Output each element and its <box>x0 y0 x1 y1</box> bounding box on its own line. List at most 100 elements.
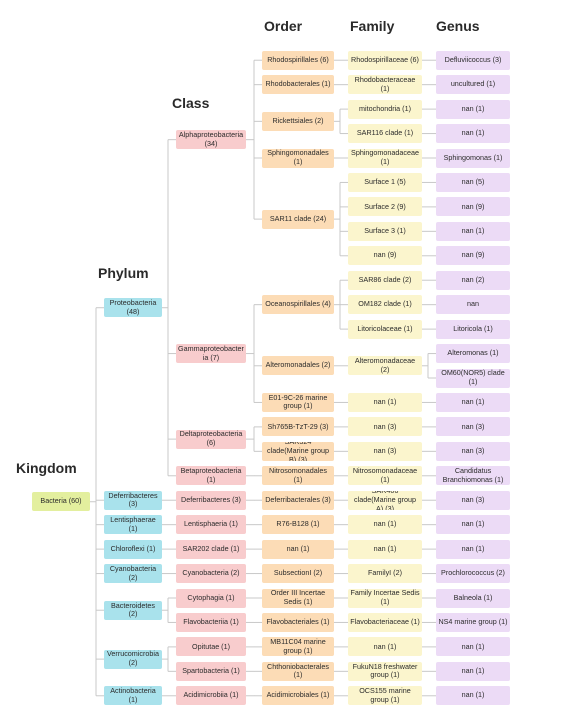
order-node-sar11-clade-24: SAR11 clade (24) <box>262 209 334 229</box>
class-node-cytophagia-1: Cytophagia (1) <box>176 588 246 608</box>
genus-node-balneola-1: Balneola (1) <box>436 588 510 608</box>
family-node-family-incertae-sedis-1: Family Incertae Sedis (1) <box>348 588 422 608</box>
order-node-order-iii-incertae-sedis-1: Order III Incertae Sedis (1) <box>262 588 334 608</box>
order-node-sh765b-tzt-29-3: Sh765B-TzT-29 (3) <box>262 417 334 437</box>
order-node-sphingomonadales-1: Sphingomonadales (1) <box>262 148 334 168</box>
family-node-alteromonadaceae-2: Alteromonadaceae (2) <box>348 356 422 376</box>
phylum-header: Phylum <box>98 265 149 281</box>
genus-node-sphingomonas-1: Sphingomonas (1) <box>436 148 510 168</box>
class-node-flavobacteriia-1: Flavobacteriia (1) <box>176 612 246 632</box>
class-node-gammaproteobacteria-7: Gammaproteobacteria (7) <box>176 344 246 364</box>
family-node-nan-1: nan (1) <box>348 539 422 559</box>
family-node-sphingomonadaceae-1: Sphingomonadaceae (1) <box>348 148 422 168</box>
order-node-alteromonadales-2: Alteromonadales (2) <box>262 356 334 376</box>
class-node-deltaproteobacteria-6: Deltaproteobacteria (6) <box>176 429 246 449</box>
genus-node-nan-1: nan (1) <box>436 99 510 119</box>
family-node-nan-1: nan (1) <box>348 515 422 535</box>
genus-node-nan-1: nan (1) <box>436 539 510 559</box>
order-node-rickettsiales-2: Rickettsiales (2) <box>262 111 334 131</box>
class-node-spartobacteria-1: Spartobacteria (1) <box>176 661 246 681</box>
genus-header: Genus <box>436 18 480 34</box>
order-node-oceanospirillales-4: Oceanospirillales (4) <box>262 295 334 315</box>
genus-node-ns4-marine-group-1: NS4 marine group (1) <box>436 612 510 632</box>
genus-node-nan: nan <box>436 295 510 315</box>
family-node-mitochondria-1: mitochondria (1) <box>348 99 422 119</box>
family-node-rhodobacteraceae-1: Rhodobacteraceae (1) <box>348 75 422 95</box>
order-header: Order <box>264 18 303 34</box>
genus-node-nan-3: nan (3) <box>436 490 510 510</box>
class-header: Class <box>172 95 210 111</box>
kingdom-node-bacteria-60: Bacteria (60) <box>32 492 90 512</box>
family-node-om182-clade-1: OM182 clade (1) <box>348 295 422 315</box>
kingdom-header: Kingdom <box>16 460 77 476</box>
family-node-sar86-clade-2: SAR86 clade (2) <box>348 270 422 290</box>
order-node-acidimicrobiales-1: Acidimicrobiales (1) <box>262 686 334 706</box>
phylum-node-verrucomicrobia-2: Verrucomicrobia (2) <box>104 649 162 669</box>
genus-node-nan-1: nan (1) <box>436 637 510 657</box>
order-node-rhodospirillales-6: Rhodospirillales (6) <box>262 50 334 70</box>
phylum-node-bacteroidetes-2: Bacteroidetes (2) <box>104 600 162 620</box>
family-node-ocs155-marine-group-1: OCS155 marine group (1) <box>348 686 422 706</box>
class-node-lentisphaeria-1: Lentisphaeria (1) <box>176 515 246 535</box>
genus-node-candidatus-branchiomonas-1: Candidatus Branchiomonas (1) <box>436 466 510 486</box>
genus-node-nan-9: nan (9) <box>436 197 510 217</box>
family-header: Family <box>350 18 395 34</box>
genus-node-nan-3: nan (3) <box>436 417 510 437</box>
genus-node-litoricola-1: Litoricola (1) <box>436 319 510 339</box>
genus-node-defluviicoccus-3: Defluviicoccus (3) <box>436 50 510 70</box>
family-node-nan-3: nan (3) <box>348 441 422 461</box>
phylum-node-lentisphaerae-1: Lentisphaerae (1) <box>104 515 162 535</box>
genus-node-nan-1: nan (1) <box>436 124 510 144</box>
family-node-nan-1: nan (1) <box>348 637 422 657</box>
order-node-sar324-clade-marine-group-b-3: SAR324 clade(Marine group B) (3) <box>262 441 334 461</box>
family-node-nan-3: nan (3) <box>348 417 422 437</box>
class-node-cyanobacteria-2: Cyanobacteria (2) <box>176 564 246 584</box>
class-node-deferribacteres-3: Deferribacteres (3) <box>176 490 246 510</box>
phylum-node-actinobacteria-1: Actinobacteria (1) <box>104 686 162 706</box>
genus-node-nan-1: nan (1) <box>436 515 510 535</box>
family-node-nan-9: nan (9) <box>348 246 422 266</box>
genus-node-nan-5: nan (5) <box>436 172 510 192</box>
phylum-node-chloroflexi-1: Chloroflexi (1) <box>104 539 162 559</box>
order-node-e01-9c-26-marine-group-1: E01-9C-26 marine group (1) <box>262 392 334 412</box>
class-node-acidimicrobiia-1: Acidimicrobiia (1) <box>176 686 246 706</box>
genus-node-nan-2: nan (2) <box>436 270 510 290</box>
phylum-node-proteobacteria-48: Proteobacteria (48) <box>104 298 162 318</box>
family-node-flavobacteriaceae-1: Flavobacteriaceae (1) <box>348 612 422 632</box>
genus-node-nan-3: nan (3) <box>436 441 510 461</box>
family-node-familyi-2: FamilyI (2) <box>348 564 422 584</box>
class-node-betaproteobacteria-1: Betaproteobacteria (1) <box>176 466 246 486</box>
order-node-mb11c04-marine-group-1: MB11C04 marine group (1) <box>262 637 334 657</box>
class-node-sar202-clade-1: SAR202 clade (1) <box>176 539 246 559</box>
order-node-chthoniobacterales-1: Chthoniobacterales (1) <box>262 661 334 681</box>
order-node-rhodobacterales-1: Rhodobacterales (1) <box>262 75 334 95</box>
family-node-fukun18-freshwater-group-1: FukuN18 freshwater group (1) <box>348 661 422 681</box>
family-node-sar116-clade-1: SAR116 clade (1) <box>348 124 422 144</box>
order-node-subsectioni-2: SubsectionI (2) <box>262 564 334 584</box>
family-node-litoricolaceae-1: Litoricolaceae (1) <box>348 319 422 339</box>
order-node-nan-1: nan (1) <box>262 539 334 559</box>
genus-node-nan-1: nan (1) <box>436 221 510 241</box>
order-node-flavobacteriales-1: Flavobacteriales (1) <box>262 612 334 632</box>
class-node-opitutae-1: Opitutae (1) <box>176 637 246 657</box>
family-node-surface-2-9: Surface 2 (9) <box>348 197 422 217</box>
order-node-deferribacterales-3: Deferribacterales (3) <box>262 490 334 510</box>
family-node-rhodospirillaceae-6: Rhodospirillaceae (6) <box>348 50 422 70</box>
family-node-nan-1: nan (1) <box>348 392 422 412</box>
genus-node-nan-1: nan (1) <box>436 392 510 412</box>
class-node-alphaproteobacteria-34: Alphaproteobacteria (34) <box>176 130 246 150</box>
family-node-sar406-clade-marine-group-a-3: SAR406 clade(Marine group A) (3) <box>348 490 422 510</box>
order-node-r76-b128-1: R76-B128 (1) <box>262 515 334 535</box>
family-node-nitrosomonadaceae-1: Nitrosomonadaceae (1) <box>348 466 422 486</box>
order-node-nitrosomonadales-1: Nitrosomonadales (1) <box>262 466 334 486</box>
genus-node-alteromonas-1: Alteromonas (1) <box>436 344 510 364</box>
genus-node-nan-1: nan (1) <box>436 686 510 706</box>
genus-node-nan-9: nan (9) <box>436 246 510 266</box>
phylum-node-cyanobacteria-2: Cyanobacteria (2) <box>104 564 162 584</box>
phylum-node-deferribacteres-3: Deferribacteres (3) <box>104 490 162 510</box>
genus-node-nan-1: nan (1) <box>436 661 510 681</box>
genus-node-uncultured-1: uncultured (1) <box>436 75 510 95</box>
genus-node-om60-nor5-clade-1: OM60(NOR5) clade (1) <box>436 368 510 388</box>
family-node-surface-3-1: Surface 3 (1) <box>348 221 422 241</box>
